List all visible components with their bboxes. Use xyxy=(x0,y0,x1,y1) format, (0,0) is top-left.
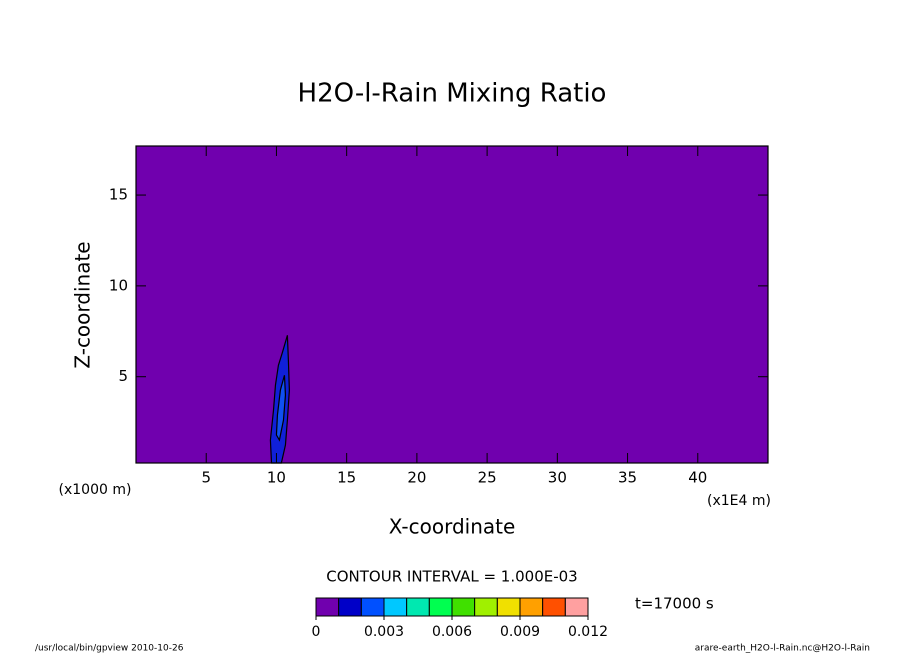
x-tick-label: 30 xyxy=(548,469,567,487)
colorbar-box xyxy=(383,597,408,617)
x-tick-label: 40 xyxy=(688,469,707,487)
plot-background xyxy=(136,146,768,463)
footer-left: /usr/local/bin/gpview 2010-10-26 xyxy=(35,644,184,654)
y-tick-label: 5 xyxy=(118,367,128,385)
plot-frame xyxy=(135,145,769,464)
y-axis-label: Z-coordinate xyxy=(71,241,95,368)
x-tick-label: 20 xyxy=(407,469,426,487)
colorbar-label: 0 xyxy=(312,624,321,640)
colorbar-box xyxy=(338,597,362,617)
chart-title: H2O-l-Rain Mixing Ratio xyxy=(298,79,607,109)
colorbar-box xyxy=(428,597,453,617)
colorbar-box xyxy=(519,597,544,617)
colorbar-box xyxy=(406,597,430,617)
x-tick-label: 25 xyxy=(478,469,497,487)
colorbar-label: 0.012 xyxy=(568,624,608,640)
colorbar-box xyxy=(474,597,498,617)
y-unit: (x1000 m) xyxy=(59,482,132,498)
colorbar-label: 0.003 xyxy=(364,624,404,640)
colorbar-box xyxy=(542,597,566,617)
colorbar-box xyxy=(496,597,521,617)
footer-right: arare-earth_H2O-l-Rain.nc@H2O-l-Rain xyxy=(695,644,870,654)
contour-region xyxy=(275,375,287,442)
colorbar-box xyxy=(360,597,385,617)
x-unit: (x1E4 m) xyxy=(707,493,771,509)
colorbar-box xyxy=(451,597,476,617)
x-tick-label: 10 xyxy=(267,469,286,487)
x-tick-label: 35 xyxy=(618,469,637,487)
contour-interval: CONTOUR INTERVAL = 1.000E-03 xyxy=(326,568,577,586)
colorbar-box xyxy=(315,597,340,617)
time-label: t=17000 s xyxy=(635,595,714,613)
colorbar-label: 0.009 xyxy=(500,624,540,640)
colorbar-box xyxy=(564,597,589,617)
y-tick-label: 15 xyxy=(109,186,128,204)
x-axis-label: X-coordinate xyxy=(389,515,516,539)
x-tick-label: 5 xyxy=(201,469,211,487)
x-tick-label: 15 xyxy=(337,469,356,487)
y-tick-label: 10 xyxy=(109,276,128,294)
colorbar-label: 0.006 xyxy=(432,624,472,640)
